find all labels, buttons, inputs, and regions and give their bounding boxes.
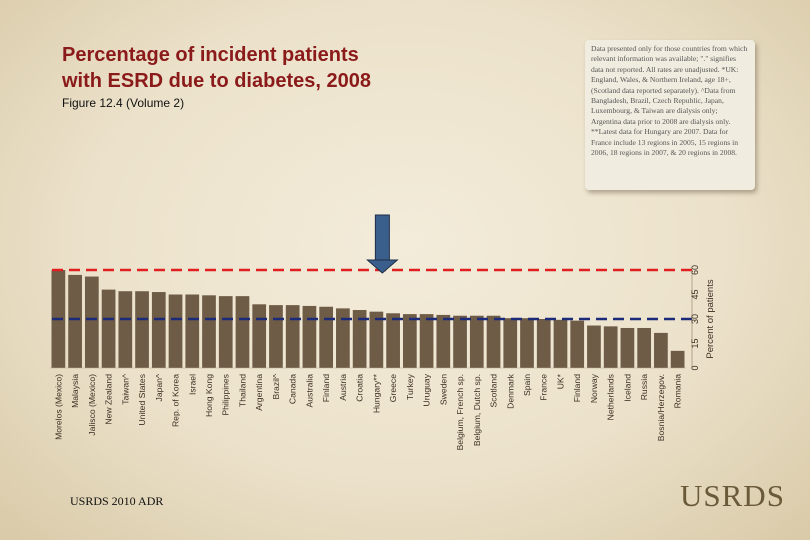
category-label-34: Iceland: [622, 374, 632, 402]
figure-subtitle: Figure 12.4 (Volume 2): [62, 96, 185, 110]
bar-7: [168, 294, 183, 368]
bar-25: [469, 315, 484, 368]
bar-27: [503, 318, 518, 368]
bar-10: [218, 296, 233, 368]
category-label-28: Spain: [522, 374, 532, 396]
category-label-5: United States: [137, 374, 147, 426]
y-axis-title: Percent of patients: [705, 279, 716, 358]
category-label-22: Uruguay: [422, 373, 432, 406]
bar-37: [670, 350, 685, 368]
bar-21: [402, 314, 417, 368]
bar-17: [336, 308, 350, 368]
category-label-30: UK*: [555, 373, 565, 389]
bar-12: [252, 304, 267, 368]
category-label-29: France: [539, 374, 549, 401]
bar-18: [352, 310, 367, 368]
bar-30: [553, 319, 568, 368]
bar-2: [84, 276, 99, 368]
y-tick-label-2: 30: [690, 314, 700, 324]
bar-24: [453, 315, 467, 368]
bar-29: [536, 319, 551, 368]
category-label-13: Brazil^: [271, 374, 281, 400]
category-label-3: New Zealand: [104, 374, 114, 425]
category-label-31: Finland: [572, 374, 582, 402]
category-label-0: Morelos (Mexico): [53, 374, 63, 440]
category-label-23: Sweden: [438, 374, 448, 405]
category-label-2: Jalisco (Mexico): [87, 374, 97, 436]
slide-title-line-2: with ESRD due to diabetes, 2008: [62, 70, 371, 92]
category-label-20: Greece: [388, 374, 398, 402]
category-label-36: Bosnia/Herzegov.: [656, 374, 666, 441]
category-label-16: Finland: [321, 374, 331, 402]
bar-3: [101, 289, 116, 368]
category-label-18: Croatia: [355, 374, 365, 402]
category-label-17: Austria: [338, 374, 348, 401]
bar-26: [486, 315, 501, 368]
bar-23: [436, 314, 451, 368]
bar-15: [302, 305, 317, 368]
y-tick-label-4: 60: [690, 265, 700, 275]
notes-box: Data presented only for those countries …: [585, 40, 755, 190]
category-label-1: Malaysia: [70, 374, 80, 408]
bar-31: [570, 320, 585, 368]
category-label-7: Rep. of Korea: [171, 374, 181, 427]
bar-20: [386, 313, 400, 368]
category-label-35: Russia: [639, 374, 649, 400]
category-label-8: Israel: [187, 374, 197, 395]
category-label-24: Belgium, French sp.: [455, 374, 465, 450]
category-label-4: Taiwan^: [120, 374, 130, 405]
category-label-9: Hong Kong: [204, 374, 214, 417]
bar-19: [369, 311, 384, 368]
highlight-arrow-head: [366, 259, 399, 274]
category-label-21: Turkey: [405, 373, 415, 400]
bar-32: [587, 325, 601, 368]
category-label-14: Canada: [288, 374, 298, 404]
category-label-11: Thailand: [237, 374, 247, 407]
category-label-25: Belgium, Dutch sp.: [472, 374, 482, 446]
bar-28: [520, 318, 534, 368]
notes-text: Data presented only for those countries …: [591, 44, 748, 158]
category-label-32: Norway: [589, 373, 599, 403]
category-label-19: Hungary**: [371, 373, 381, 413]
bar-33: [603, 326, 618, 368]
bar-6: [151, 292, 166, 368]
category-label-12: Argentina: [254, 374, 264, 411]
highlight-arrow-shaft: [374, 214, 390, 262]
bar-35: [637, 327, 652, 368]
category-label-6: Japan^: [154, 374, 164, 401]
bar-34: [620, 327, 635, 368]
bar-9: [202, 295, 216, 368]
footer-source: USRDS 2010 ADR: [70, 494, 164, 508]
bar-36: [654, 332, 668, 368]
category-label-37: Romania: [673, 374, 683, 409]
bar-1: [68, 274, 82, 368]
category-label-10: Philippines: [221, 374, 231, 416]
category-label-27: Denmark: [505, 373, 515, 409]
slide-title-line-1: Percentage of incident patients: [62, 44, 359, 66]
bar-16: [319, 306, 334, 368]
bar-5: [135, 291, 149, 368]
category-label-26: Scotland: [489, 374, 499, 408]
bar-13: [269, 305, 283, 368]
category-label-33: Netherlands: [606, 374, 616, 420]
y-tick-label-1: 15: [690, 338, 700, 348]
y-tick-label-3: 45: [690, 289, 700, 299]
bar-11: [235, 296, 250, 368]
usrds-logo: USRDS: [680, 478, 785, 513]
category-label-15: Australia: [304, 374, 314, 408]
bar-22: [419, 314, 434, 368]
bar-14: [285, 305, 300, 368]
bar-8: [185, 294, 200, 368]
slide-title: Percentage of incident patients with ESR…: [62, 42, 482, 94]
y-tick-label-0: 0: [690, 365, 700, 370]
bar-4: [118, 291, 133, 368]
